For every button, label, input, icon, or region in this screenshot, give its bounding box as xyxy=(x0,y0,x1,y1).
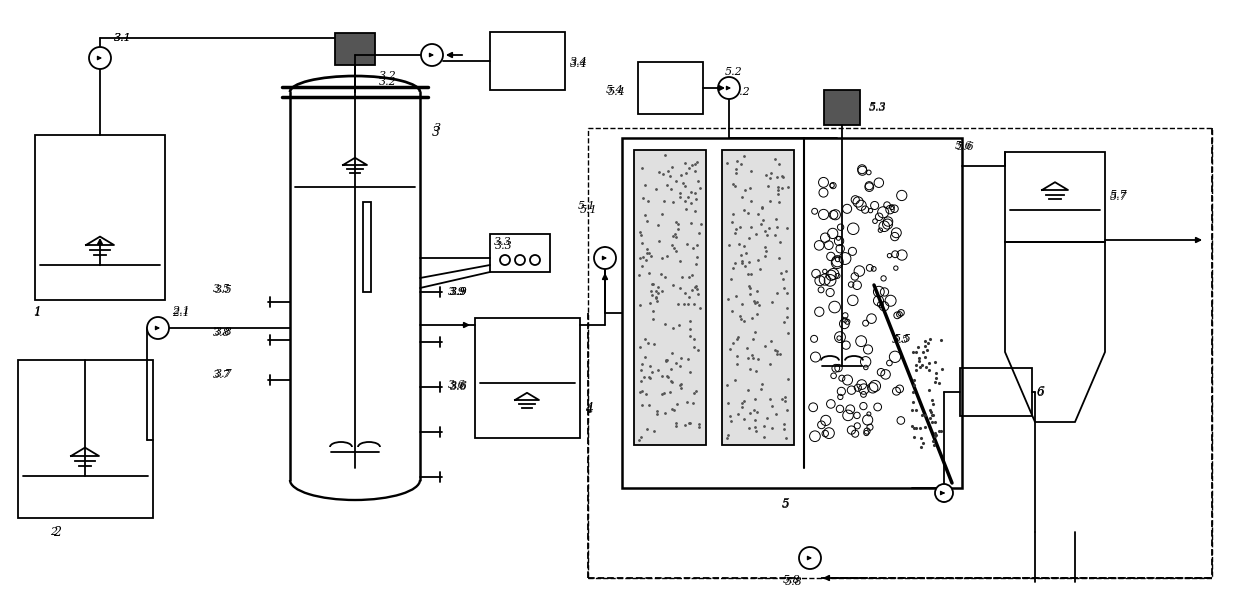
Bar xyxy=(639,62,703,114)
Text: 5.2: 5.2 xyxy=(733,87,750,97)
Text: 3.5: 3.5 xyxy=(213,284,231,294)
Circle shape xyxy=(500,255,510,265)
Text: 3.8: 3.8 xyxy=(213,328,231,338)
Bar xyxy=(363,202,371,292)
Bar xyxy=(622,138,962,488)
Text: 4: 4 xyxy=(585,401,593,415)
Bar xyxy=(490,32,565,90)
Bar xyxy=(490,234,551,272)
Text: 3.1: 3.1 xyxy=(114,33,131,43)
Text: 3.6: 3.6 xyxy=(450,381,467,391)
Text: 5.5: 5.5 xyxy=(894,334,911,344)
Text: 3.9: 3.9 xyxy=(448,287,466,297)
Text: 3.5: 3.5 xyxy=(215,285,233,295)
Circle shape xyxy=(718,77,740,99)
Text: 3.7: 3.7 xyxy=(213,370,231,380)
Circle shape xyxy=(935,484,954,502)
Text: 3.2: 3.2 xyxy=(379,71,397,81)
Text: 3.2: 3.2 xyxy=(379,77,397,87)
Text: 3: 3 xyxy=(434,123,441,133)
Text: 5.8: 5.8 xyxy=(782,575,801,585)
Circle shape xyxy=(148,317,169,339)
Text: 3.1: 3.1 xyxy=(114,33,131,43)
Text: 5.3: 5.3 xyxy=(869,103,887,113)
Text: 5.4: 5.4 xyxy=(606,85,624,95)
Text: 3.6: 3.6 xyxy=(448,380,466,390)
Text: 5.3: 5.3 xyxy=(869,102,887,112)
Text: 5.1: 5.1 xyxy=(578,201,595,211)
Text: 5.8: 5.8 xyxy=(785,577,802,587)
Text: 5.4: 5.4 xyxy=(608,87,626,97)
Text: 6: 6 xyxy=(1037,385,1045,398)
Text: 3.3: 3.3 xyxy=(495,241,513,251)
Bar xyxy=(19,360,153,518)
Bar xyxy=(722,150,794,445)
Text: 5.7: 5.7 xyxy=(1110,190,1127,200)
Text: 3.3: 3.3 xyxy=(494,237,512,247)
Bar xyxy=(960,368,1032,416)
Text: 5: 5 xyxy=(782,499,789,509)
Text: 5.6: 5.6 xyxy=(957,142,975,152)
Text: 5: 5 xyxy=(782,497,790,511)
Circle shape xyxy=(515,255,525,265)
Text: 3.9: 3.9 xyxy=(450,287,467,297)
Text: 3: 3 xyxy=(432,125,440,139)
Bar xyxy=(35,135,165,300)
Circle shape xyxy=(594,247,616,269)
Circle shape xyxy=(529,255,539,265)
Text: 3.6: 3.6 xyxy=(450,382,467,392)
Text: 3.4: 3.4 xyxy=(570,59,588,69)
Text: 5.7: 5.7 xyxy=(1110,192,1127,202)
Text: 1: 1 xyxy=(33,307,40,317)
Text: 3.4: 3.4 xyxy=(570,57,588,67)
Text: 6: 6 xyxy=(1037,387,1044,397)
Text: 3.7: 3.7 xyxy=(215,369,233,379)
Bar xyxy=(634,150,706,445)
Text: 5.5: 5.5 xyxy=(892,335,910,345)
Text: 2: 2 xyxy=(53,526,61,539)
Text: 2.1: 2.1 xyxy=(172,306,190,316)
Circle shape xyxy=(422,44,443,66)
Circle shape xyxy=(89,47,112,69)
Bar xyxy=(588,128,1211,578)
Text: 2.1: 2.1 xyxy=(172,308,190,318)
Bar xyxy=(335,33,374,65)
Text: 5.6: 5.6 xyxy=(955,141,972,151)
Text: 5.1: 5.1 xyxy=(580,205,598,215)
Circle shape xyxy=(799,547,821,569)
Bar xyxy=(825,90,861,125)
Text: 1: 1 xyxy=(33,305,41,319)
Text: 4: 4 xyxy=(585,405,593,415)
Text: 3.8: 3.8 xyxy=(215,327,233,337)
Text: 2: 2 xyxy=(50,527,57,537)
Text: 5.2: 5.2 xyxy=(725,67,743,77)
Bar xyxy=(1004,152,1105,242)
Text: 3.9: 3.9 xyxy=(450,287,467,297)
Bar xyxy=(475,318,580,438)
